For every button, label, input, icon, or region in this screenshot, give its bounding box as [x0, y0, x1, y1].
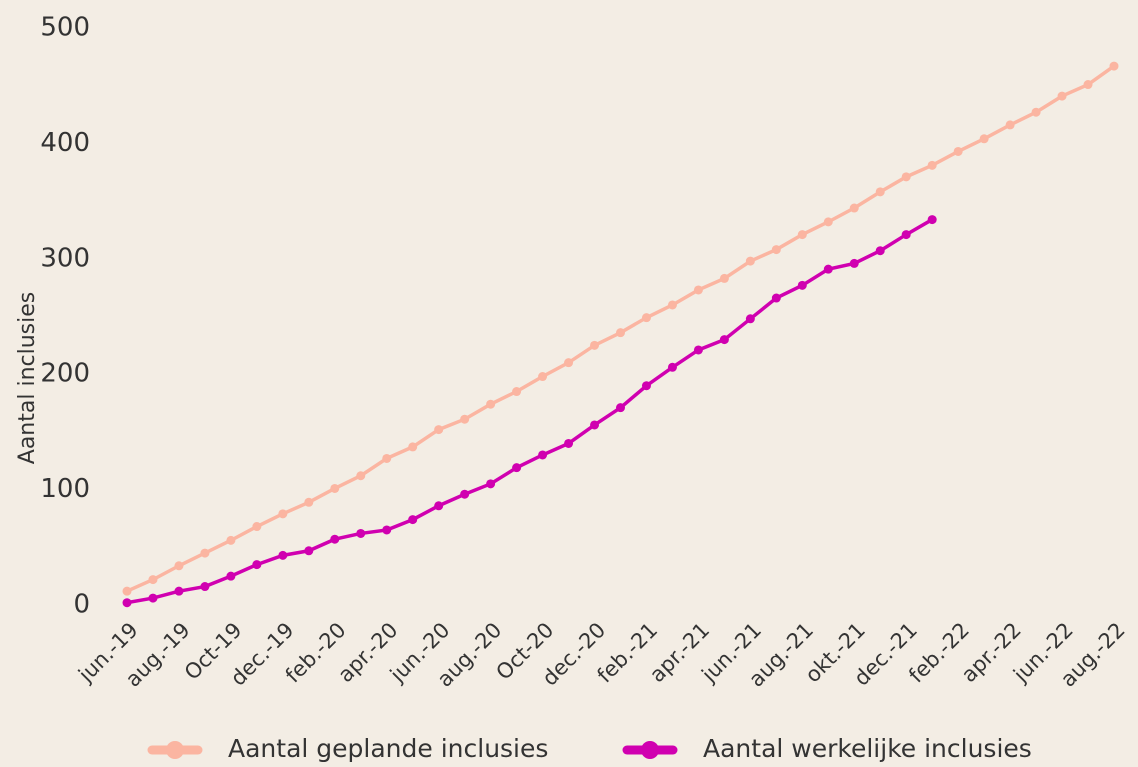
data-point [771, 293, 781, 303]
data-point [953, 146, 963, 156]
data-point [278, 550, 288, 560]
data-point [797, 280, 807, 290]
legend-item: Aantal geplande inclusies [147, 734, 548, 763]
data-point [200, 582, 210, 592]
data-point [901, 230, 911, 240]
data-point [122, 586, 132, 596]
data-point [486, 479, 496, 489]
data-point [174, 561, 184, 571]
legend-marker [166, 741, 184, 759]
data-point [226, 571, 236, 581]
data-point [693, 285, 703, 295]
data-point [1005, 120, 1015, 130]
data-point [927, 215, 937, 225]
y-tick-label: 500 [40, 13, 90, 43]
data-point [564, 358, 574, 368]
legend-label: Aantal werkelijke inclusies [703, 734, 1032, 763]
data-point [304, 546, 314, 556]
data-point [1083, 80, 1093, 90]
data-point [667, 362, 677, 372]
data-point [979, 134, 989, 144]
data-point [382, 525, 392, 535]
data-point [226, 535, 236, 545]
data-point [641, 313, 651, 323]
data-point [330, 483, 340, 493]
data-point [849, 203, 859, 213]
data-point [693, 345, 703, 355]
data-point [875, 246, 885, 256]
data-point [771, 245, 781, 255]
data-point [408, 515, 418, 525]
data-point [590, 340, 600, 350]
data-point [667, 300, 677, 310]
data-point [252, 522, 262, 532]
data-point [616, 328, 625, 338]
data-point [719, 335, 729, 345]
data-point [823, 264, 833, 274]
data-point [849, 258, 859, 268]
data-point [616, 403, 625, 413]
data-point [486, 399, 496, 409]
data-point [745, 256, 755, 266]
data-point [564, 438, 574, 448]
data-point [174, 586, 184, 596]
data-point [641, 381, 651, 391]
data-point [122, 598, 132, 608]
data-point [434, 501, 444, 511]
data-point [408, 442, 418, 452]
data-point [460, 489, 470, 499]
data-point [1031, 107, 1041, 117]
y-tick-label: 100 [40, 474, 90, 504]
legend-item: Aantal werkelijke inclusies [622, 734, 1032, 763]
data-point [797, 230, 807, 240]
data-point [538, 450, 548, 460]
data-point [1057, 91, 1067, 101]
data-point [512, 463, 522, 473]
data-point [356, 528, 366, 538]
legend-marker [641, 741, 659, 759]
data-point [512, 387, 522, 397]
data-point [538, 372, 548, 382]
data-point [252, 560, 262, 570]
y-tick-label: 0 [73, 590, 90, 620]
data-point [901, 172, 911, 182]
data-point [434, 425, 444, 435]
data-point [745, 314, 755, 324]
data-point [148, 575, 158, 585]
y-tick-label: 300 [40, 243, 90, 273]
data-point [590, 420, 600, 430]
data-point [823, 217, 833, 227]
y-tick-label: 200 [40, 359, 90, 389]
data-point [356, 471, 366, 481]
data-point [330, 534, 340, 544]
data-point [200, 548, 210, 558]
data-point [304, 497, 314, 507]
data-point [382, 453, 392, 463]
data-point [148, 593, 158, 603]
series-line [126, 218, 934, 605]
data-point [278, 509, 288, 519]
y-tick-label: 400 [40, 128, 90, 158]
data-point [719, 273, 729, 283]
data-point [1109, 61, 1119, 71]
y-axis-label: Aantal inclusies [15, 292, 40, 464]
legend-label: Aantal geplande inclusies [228, 734, 548, 763]
data-point [927, 160, 937, 170]
data-point [875, 187, 885, 197]
data-point [460, 414, 470, 424]
